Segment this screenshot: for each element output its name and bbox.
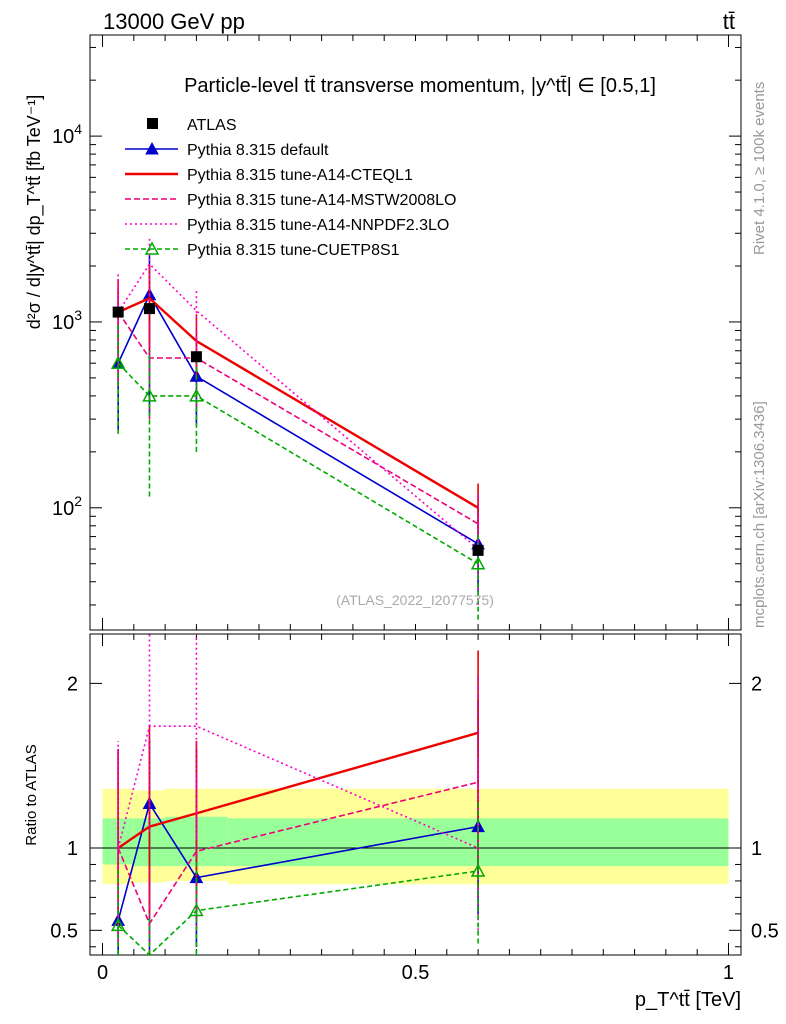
legend: ATLAS Pythia 8.315 default Pythia 8.315 tu…	[125, 117, 456, 259]
main-series-line	[117, 362, 479, 565]
legend-marker	[145, 141, 159, 155]
atlas-data-point	[472, 544, 484, 556]
atlas-data-layer	[112, 303, 484, 556]
legend-label: Pythia 8.315 tune-CUETP8S1	[187, 242, 400, 259]
ratio-ytick-label: 0.5	[50, 920, 78, 942]
ratio-series-marker	[470, 863, 486, 877]
process-label: tt̄	[723, 9, 735, 34]
main-series-line	[117, 311, 479, 525]
energy-label: 13000 GeV pp	[103, 9, 245, 34]
main-ytick-label: 103	[52, 307, 82, 334]
main-series-marker	[110, 355, 126, 369]
main-ylabel: d²σ / d|y^tt̄| dp_T^tt̄ [fb TeV⁻¹]	[24, 95, 45, 330]
main-series-layer	[110, 238, 486, 620]
main-title: Particle-level tt̄ transverse momentum, …	[184, 75, 656, 97]
atlas-data-point	[143, 303, 155, 315]
legend-label: ATLAS	[187, 117, 237, 134]
main-series-line	[117, 262, 479, 550]
main-series-marker	[189, 388, 204, 402]
legend-label: Pythia 8.315 tune-A14-CTEQL1	[187, 167, 413, 184]
main-watermark: (ATLAS_2022_I2077575)	[336, 592, 494, 608]
main-axis-ticks: 102 103 104	[52, 35, 741, 630]
atlas-data-point	[112, 306, 124, 318]
main-series-marker	[470, 556, 486, 570]
x-axis-label: p_T^tt̄ [TeV]	[635, 989, 741, 1011]
ratio-ylabel: Ratio to ATLAS	[23, 744, 40, 845]
ratio-xtick-label: 1	[723, 962, 734, 984]
ratio-ytick-label: 1	[67, 838, 78, 860]
main-ytick-label: 104	[52, 121, 82, 148]
legend-marker	[144, 241, 160, 255]
main-series-line	[117, 293, 479, 545]
ratio-series-line	[117, 731, 479, 849]
ratio-axis-ticks: 0.5 0.5 1 1 2 2 0 0.5 1	[50, 634, 779, 984]
ratio-series-layer	[110, 634, 486, 957]
rivet-label: Rivet 4.1.0, ≥ 100k events	[751, 82, 768, 255]
ratio-series-line	[117, 870, 479, 957]
legend-label: Pythia 8.315 tune-A14-NNPDF2.3LO	[187, 217, 449, 234]
ratio-ytick-label-right: 1	[751, 838, 762, 860]
ratio-xtick-label: 0.5	[402, 962, 430, 984]
ratio-series-line	[117, 725, 479, 849]
main-ytick-label: 102	[52, 493, 82, 520]
legend-atlas-marker	[147, 118, 158, 129]
ratio-series-marker	[110, 917, 126, 932]
ratio-series-line	[117, 781, 479, 926]
ratio-series-line	[117, 801, 479, 921]
legend-label: Pythia 8.315 default	[187, 142, 329, 159]
ratio-xtick-label: 0	[97, 962, 108, 984]
atlas-data-point	[190, 351, 202, 363]
ratio-ytick-label-right: 2	[751, 673, 762, 695]
ratio-uncertainty-bands	[90, 788, 741, 885]
legend-label: Pythia 8.315 tune-A14-MSTW2008LO	[187, 192, 456, 209]
ratio-series-marker	[189, 902, 204, 917]
site-label: mcplots.cern.ch [arXiv:1306.3436]	[751, 401, 768, 628]
ratio-ytick-label-right: 0.5	[751, 920, 779, 942]
main-series-line	[117, 296, 479, 509]
main-series-marker	[142, 388, 157, 402]
ratio-ytick-label: 2	[67, 673, 78, 695]
